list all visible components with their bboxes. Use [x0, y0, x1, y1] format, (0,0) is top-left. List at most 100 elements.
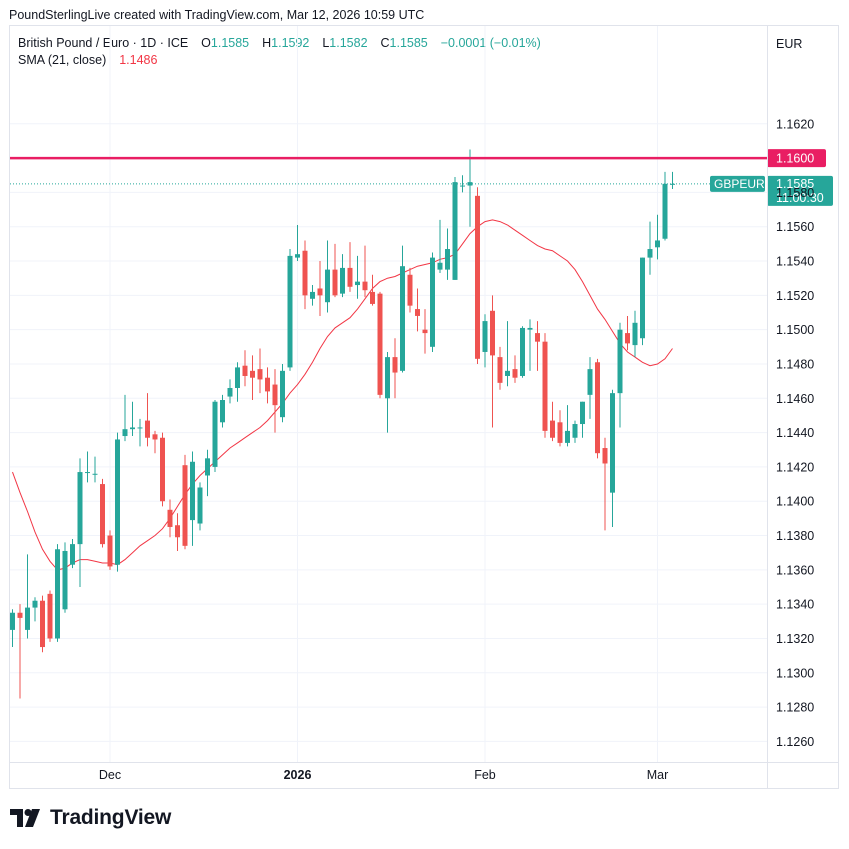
candle: [235, 362, 240, 402]
candle-body: [400, 266, 405, 371]
candle: [265, 367, 270, 404]
candle: [272, 369, 278, 433]
instrument-title: British Pound / Euro · 1D · ICE: [18, 36, 189, 50]
candle: [190, 451, 195, 546]
candle-body: [280, 370, 285, 418]
y-tick-label: 1.1520: [776, 289, 814, 303]
y-tick-label: 1.1260: [776, 735, 814, 749]
candle-body: [445, 249, 450, 270]
candle: [392, 338, 398, 399]
candle-body: [182, 465, 188, 546]
outer-border: [9, 25, 839, 789]
candle-body: [580, 401, 585, 425]
candle: [460, 175, 465, 193]
candle-body: [55, 549, 60, 639]
candle: [520, 326, 525, 378]
candle: [452, 176, 458, 280]
candle-body: [557, 422, 563, 443]
candle: [385, 351, 390, 433]
candle: [640, 257, 645, 346]
candle: [32, 597, 38, 622]
candle-body: [407, 274, 413, 306]
candle: [47, 590, 53, 642]
candle: [610, 389, 615, 527]
candle: [137, 418, 143, 447]
symbol-label: GBPEUR: [714, 177, 765, 191]
candle-body: [137, 427, 143, 429]
candle-body: [175, 525, 180, 538]
candle-body: [415, 309, 420, 316]
tradingview-logo: TradingView: [10, 806, 171, 830]
y-tick-label: 1.1320: [776, 632, 814, 646]
candle-body: [542, 341, 548, 431]
candle-body: [362, 281, 368, 291]
time-axis[interactable]: Dec 2026 Feb Mar: [99, 768, 668, 782]
candle-body: [550, 420, 555, 438]
candle: [205, 449, 210, 497]
currency-label[interactable]: EUR: [776, 37, 803, 51]
y-tick-label: 1.1420: [776, 460, 814, 474]
candle-body: [167, 509, 173, 527]
candle: [152, 430, 158, 454]
candle: [287, 249, 293, 371]
low-value: 1.1582: [329, 36, 368, 50]
candle-body: [272, 384, 278, 406]
candle: [167, 499, 173, 538]
chart-frame-lines: [9, 25, 839, 789]
x-tick-label: Dec: [99, 768, 121, 782]
candle-body: [475, 195, 480, 359]
candle-body: [520, 327, 525, 376]
candle: [160, 432, 165, 507]
y-tick-label: 1.1360: [776, 563, 814, 577]
candle: [227, 379, 233, 404]
candle-body: [47, 593, 53, 639]
candle-body: [220, 400, 225, 423]
candle-body: [152, 434, 158, 440]
candle-body: [107, 535, 113, 567]
candle-body: [670, 183, 675, 185]
candle: [145, 393, 150, 447]
candle: [550, 401, 555, 442]
candle: [647, 221, 653, 275]
price-axis[interactable]: 1.1620 1.1580 1.1560 1.1540 1.1520 1.1500 1.14…: [776, 117, 814, 749]
candle-body: [535, 333, 540, 342]
sma-legend: SMA (21, close) 1.1486: [18, 53, 157, 67]
candle-body: [190, 461, 195, 521]
candle-body: [347, 267, 353, 287]
candle: [295, 225, 300, 262]
candle-body: [250, 370, 255, 378]
candle-body: [490, 310, 495, 356]
chart-caption: PoundSterlingLive created with TradingVi…: [9, 8, 425, 22]
candle-body: [160, 437, 165, 502]
candle-body: [527, 327, 533, 330]
candle-body: [340, 267, 345, 294]
candle: [175, 513, 180, 551]
candles-layer: [10, 149, 675, 699]
candle-body: [452, 182, 458, 280]
candle-body: [205, 458, 210, 476]
candle-body: [430, 257, 435, 347]
candle-body: [572, 424, 578, 438]
candle-body: [32, 600, 38, 608]
candle: [17, 604, 23, 699]
candle: [62, 542, 68, 613]
candle: [220, 394, 225, 428]
sma-value: 1.1486: [119, 53, 158, 67]
candle: [565, 405, 570, 447]
candle-body: [422, 329, 428, 334]
candle: [497, 346, 503, 390]
candle: [130, 401, 135, 437]
candle: [580, 401, 585, 438]
candle: [467, 149, 473, 227]
high-value: 1.1592: [271, 36, 310, 50]
last-price-value: 1.1585: [776, 177, 814, 191]
candle-body: [332, 269, 338, 296]
candle: [340, 254, 345, 298]
candle-body: [497, 357, 503, 383]
candle-body: [460, 185, 465, 187]
last-price-badge: [767, 175, 833, 206]
sma-line: [12, 219, 673, 571]
change-value: −0.0001 (−0.01%): [440, 36, 541, 50]
candle-body: [145, 420, 150, 438]
